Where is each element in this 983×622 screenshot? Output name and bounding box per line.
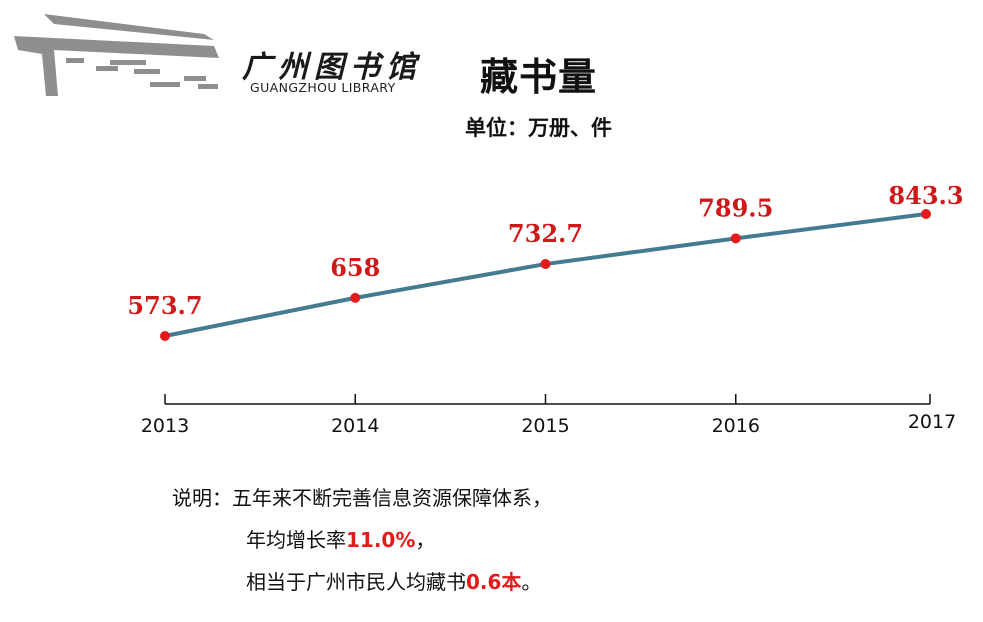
note-line-2: 年均增长率11.0%，: [246, 524, 435, 553]
data-label: 732.7: [508, 219, 583, 248]
note-prefix: 说明：: [172, 486, 232, 510]
data-point: [540, 259, 551, 270]
note-line-3: 相当于广州市民人均藏书0.6本。: [246, 566, 541, 595]
data-point: [160, 331, 170, 341]
data-label: 573.7: [127, 291, 202, 320]
note-text-1: 五年来不断完善信息资源保障体系，: [232, 486, 552, 510]
library-logo-icon: [14, 14, 219, 96]
note-text-3: 相当于广州市民人均藏书: [246, 570, 466, 594]
data-point: [730, 233, 741, 244]
note-line-1: 说明：五年来不断完善信息资源保障体系，: [172, 482, 552, 511]
note-text-2: 年均增长率: [246, 528, 346, 552]
x-tick-label: 2013: [141, 415, 189, 437]
note-suffix-3: 。: [521, 570, 542, 594]
data-label: 658: [330, 253, 380, 282]
x-tick-label: 2017: [908, 411, 956, 433]
logo-name-en: GUANGZHOU LIBRARY: [250, 80, 396, 95]
logo-name-cn: 广州图书馆: [242, 50, 422, 85]
line-chart: 2013 2014 2015 2016 2017 573.7 658 732.7 789.5 84…: [127, 181, 963, 437]
per-capita-value: 0.6本: [466, 570, 522, 594]
data-point: [350, 292, 361, 303]
growth-rate-value: 11.0%: [346, 528, 416, 552]
x-tick-label: 2015: [521, 415, 569, 437]
x-tick-label: 2016: [712, 415, 760, 437]
data-label: 789.5: [698, 193, 773, 222]
note-suffix-2: ，: [415, 528, 436, 552]
chart-unit: 单位：万册、件: [465, 116, 612, 140]
chart-title: 藏书量: [480, 55, 598, 99]
x-tick-label: 2014: [331, 415, 379, 437]
data-point: [921, 209, 931, 219]
data-label: 843.3: [888, 181, 963, 210]
